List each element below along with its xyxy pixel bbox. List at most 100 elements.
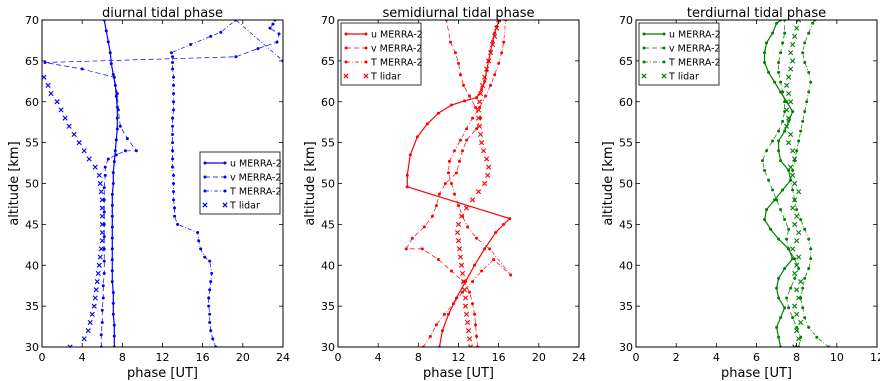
data-point [106,157,110,161]
data-point [475,236,479,240]
data-point [797,267,801,271]
data-point [791,168,795,172]
data-point [452,149,456,153]
data-point [102,235,106,239]
data-point [492,258,496,262]
data-point [471,280,475,284]
data-point-stroke-a [497,20,502,23]
data-point-stroke-b [99,205,105,211]
data-point [452,192,456,196]
legend-label: T lidar [370,72,401,83]
data-point-stroke-b [475,115,482,121]
data-point [783,100,787,104]
data-point-stroke-b [784,123,790,129]
data-point [275,40,279,44]
data-point-stroke-a [797,20,802,23]
data-point [102,210,106,214]
data-point-stroke-b [794,262,800,268]
x-axis-label: phase [UT] [721,366,792,381]
data-point [460,279,467,285]
series-line [103,20,118,347]
data-point-stroke-b [463,205,470,211]
data-point [786,140,792,146]
data-point [176,222,180,226]
data-point [115,116,119,120]
data-point [110,192,114,196]
data-point [171,61,175,65]
data-point-stroke-b [479,140,485,146]
data-point [494,231,498,235]
y-tick-label: 55 [25,137,39,150]
data-point [483,247,487,251]
data-point [471,302,475,306]
data-point-stroke-b [81,148,87,154]
legend-label: T MERRA-2 [229,187,282,198]
data-point [791,188,795,192]
data-point [428,334,432,338]
data-point [492,33,498,39]
data-point [58,107,64,113]
data-point [500,51,504,55]
y-tick-label: 65 [321,55,335,68]
x-axis-label: phase [UT] [423,366,494,381]
data-point [430,214,434,218]
legend-marker [642,32,646,36]
data-point [102,186,106,190]
data-point [807,31,811,35]
data-point-stroke-b [790,58,796,64]
data-point [796,189,802,195]
data-point [773,80,777,84]
legend-entry: u MERRA-2 [203,159,282,170]
data-point [268,26,272,30]
legend-marker [662,60,666,64]
panel-1: 0 4 8 12 16 20 24 30 35 40 45 50 55 60 65 70 diurnal tid… [7,6,290,381]
data-point [475,189,482,195]
data-point [788,99,794,105]
data-point [771,31,775,35]
data-point-stroke-b [790,148,796,154]
data-point [111,301,115,305]
data-point [783,217,787,221]
x-tick-label: 8 [793,351,800,364]
y-tick-label: 40 [619,259,633,272]
data-point-stroke-b [461,287,468,293]
data-point [461,287,468,293]
data-point [112,334,116,338]
data-point [787,247,791,251]
data-point [99,205,105,211]
data-point [173,214,177,218]
data-point [171,116,175,120]
data-point [404,247,408,251]
data-point [488,50,494,56]
data-point [809,80,813,84]
legend-marker [662,46,666,50]
data-point [234,55,238,59]
series-dashed-dot [43,20,281,347]
data-point [463,99,467,103]
data-point [794,262,800,268]
panel-3: 0 2 4 6 8 10 12 30 35 40 45 50 55 60 65 70 terdiurnal ti… [601,6,880,381]
data-point-stroke-b [89,311,95,317]
data-point [101,284,105,288]
data-point-stroke-b [486,164,492,170]
data-point-stroke-b [66,123,72,129]
data-point [456,246,463,252]
data-point-stroke-b [790,246,796,252]
data-point [115,92,119,96]
data-point [171,55,175,59]
series-dashed-dot [761,20,803,347]
data-point-stroke-b [478,90,484,97]
data-point-stroke-b [58,107,64,113]
legend-marker [364,60,368,64]
data-point [796,336,802,342]
data-point [484,94,488,98]
data-point [767,178,771,182]
data-point-stroke-b [482,180,488,187]
x-tick-label: 0 [633,351,640,364]
y-tick-label: 55 [619,137,633,150]
data-point [111,290,115,294]
legend-entry: u MERRA-2 [344,30,423,41]
data-point-stroke-b [492,33,498,39]
data-point [480,87,484,91]
legend-marker [662,32,666,36]
